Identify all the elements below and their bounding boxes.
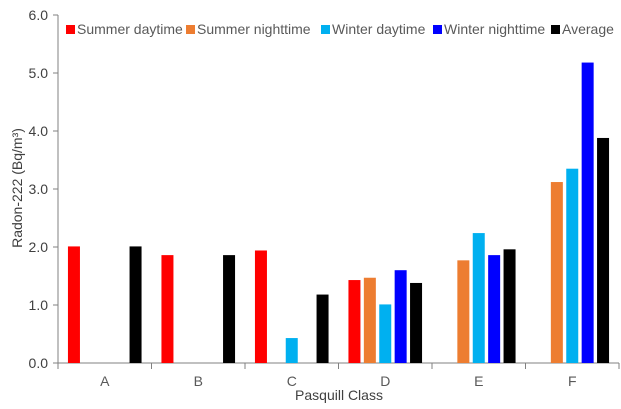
bar [363, 277, 376, 363]
y-tick-label: 1.0 [29, 297, 49, 313]
bar [348, 280, 361, 363]
bar [550, 182, 563, 363]
legend-swatch [186, 25, 195, 34]
legend-label: Average [562, 21, 614, 37]
bar [129, 246, 142, 363]
legend: Summer daytime Summer nighttime Winter day… [66, 21, 614, 37]
bar [488, 255, 501, 363]
bar [581, 62, 594, 364]
legend-label: Summer nighttime [197, 21, 311, 37]
legend-swatch [551, 25, 560, 34]
y-tick-label: 3.0 [29, 181, 49, 197]
legend-swatch [66, 25, 75, 34]
bar [316, 294, 329, 363]
y-tick-label: 2.0 [29, 239, 49, 255]
x-tick-label: C [287, 373, 297, 389]
bar [379, 304, 392, 363]
legend-swatch [321, 25, 330, 34]
y-axis-title: Radon-222 (Bq/m³) [9, 128, 25, 248]
bar [410, 282, 423, 363]
x-axis-title: Pasquill Class [295, 387, 383, 403]
bar [472, 233, 485, 363]
legend-label: Summer daytime [77, 21, 183, 37]
legend-label: Winter nighttime [444, 21, 545, 37]
y-tick-label: 4.0 [29, 123, 49, 139]
bar [394, 270, 407, 363]
bar [67, 246, 80, 363]
bar [566, 168, 579, 363]
plot-area: 0.0 1.0 2.0 3.0 4.0 5.0 6.0 A B C D E F [29, 7, 620, 389]
legend-label: Winter daytime [332, 21, 426, 37]
x-tick-label: A [100, 373, 110, 389]
bar [161, 255, 174, 363]
bar [503, 249, 516, 363]
x-tick-label: D [380, 373, 390, 389]
y-tick-label: 6.0 [29, 7, 49, 23]
x-tick-label: F [568, 373, 577, 389]
bar [457, 260, 470, 363]
bar [254, 250, 267, 363]
bar [597, 137, 610, 363]
bar [223, 255, 236, 363]
y-tick-label: 5.0 [29, 65, 49, 81]
y-tick-label: 0.0 [29, 355, 49, 371]
legend-swatch [433, 25, 442, 34]
x-tick-label: B [194, 373, 203, 389]
bar [285, 338, 298, 363]
x-tick-label: E [474, 373, 483, 389]
